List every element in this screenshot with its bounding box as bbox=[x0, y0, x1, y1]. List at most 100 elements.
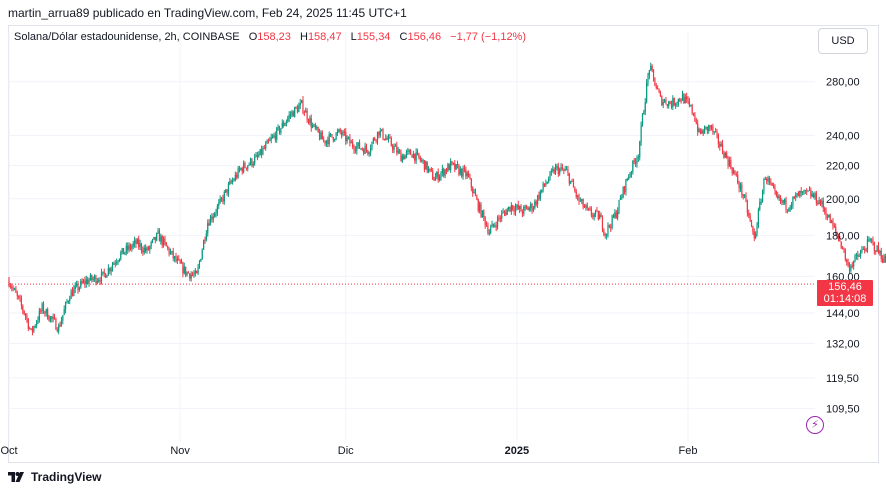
candle-body bbox=[652, 70, 655, 78]
candle-body bbox=[258, 155, 260, 157]
candle-body bbox=[474, 191, 477, 197]
candle-body bbox=[398, 150, 401, 152]
currency-button[interactable]: USD bbox=[818, 28, 868, 54]
candle-body bbox=[583, 207, 586, 209]
candle-body bbox=[536, 195, 539, 205]
candle-body bbox=[851, 265, 853, 267]
candle-body bbox=[695, 121, 697, 124]
candle-body bbox=[822, 200, 824, 209]
candle-body bbox=[495, 225, 497, 228]
candle-body bbox=[367, 150, 369, 154]
candle-body bbox=[788, 209, 790, 211]
candle-body bbox=[458, 165, 460, 175]
y-tick-label: 200,00 bbox=[826, 194, 860, 206]
candle-body bbox=[42, 303, 45, 313]
candles bbox=[8, 62, 886, 336]
candle-body bbox=[810, 190, 812, 197]
candle-body bbox=[857, 254, 859, 257]
open-label: O bbox=[248, 31, 258, 43]
candle-body bbox=[525, 206, 528, 208]
candle-body bbox=[278, 126, 281, 133]
candle-body bbox=[655, 85, 657, 89]
candle-body bbox=[859, 252, 862, 256]
candle-body bbox=[58, 325, 60, 332]
lightning-icon[interactable]: ⚡ bbox=[806, 416, 824, 434]
candle-body bbox=[381, 129, 383, 131]
candle-body bbox=[452, 162, 455, 164]
candle-body bbox=[77, 283, 79, 291]
candle-body bbox=[870, 239, 873, 241]
candle-body bbox=[738, 182, 740, 189]
candle-body bbox=[782, 200, 784, 204]
close-value: 156,46 bbox=[407, 31, 442, 43]
candle-body bbox=[353, 146, 355, 151]
candle-body bbox=[121, 248, 123, 253]
candle-body bbox=[434, 176, 437, 181]
candle-body bbox=[574, 187, 576, 192]
candle-body bbox=[393, 146, 395, 150]
candle-body bbox=[92, 278, 94, 280]
candle-body bbox=[405, 151, 408, 155]
candle-body bbox=[670, 103, 673, 108]
candle-body bbox=[226, 189, 228, 194]
candle-body bbox=[523, 206, 525, 214]
candle-body bbox=[663, 99, 666, 102]
candle-body bbox=[792, 196, 794, 205]
candle-body bbox=[847, 262, 849, 266]
candle-body bbox=[443, 168, 445, 176]
candle-body bbox=[735, 174, 737, 176]
candle-body bbox=[157, 230, 159, 234]
candle-body bbox=[27, 319, 29, 329]
candle-body bbox=[821, 200, 823, 205]
candle-body bbox=[437, 172, 439, 181]
candle-body bbox=[723, 152, 725, 158]
candle-body bbox=[832, 220, 834, 226]
candle-body bbox=[374, 138, 376, 141]
candle-body bbox=[252, 163, 254, 166]
candle-body bbox=[535, 201, 537, 205]
candle-body bbox=[299, 102, 301, 106]
candle-body bbox=[400, 151, 402, 162]
candle-body bbox=[646, 82, 648, 103]
candle-body bbox=[16, 292, 18, 296]
tradingview-footer[interactable]: TradingView bbox=[8, 470, 101, 484]
candle-body bbox=[334, 139, 336, 141]
candle-body bbox=[110, 268, 112, 272]
candle-body bbox=[109, 268, 111, 272]
candle-body bbox=[582, 199, 584, 208]
candle-body bbox=[724, 152, 726, 158]
close-label: C bbox=[399, 31, 408, 43]
candle-body bbox=[784, 199, 786, 204]
candle-body bbox=[630, 171, 633, 174]
candle-body bbox=[694, 115, 696, 122]
candle-body bbox=[56, 329, 58, 332]
candle-body bbox=[91, 275, 93, 280]
candle-body bbox=[445, 169, 448, 172]
candle-body bbox=[665, 99, 667, 105]
candle-body bbox=[440, 172, 442, 177]
candle-body bbox=[648, 70, 650, 76]
candle-body bbox=[394, 145, 397, 147]
candle-body bbox=[427, 168, 430, 172]
candle-body bbox=[346, 137, 348, 142]
candle-body bbox=[687, 98, 689, 102]
candle-body bbox=[8, 280, 10, 287]
candle-body bbox=[259, 149, 261, 156]
candle-body bbox=[872, 240, 874, 243]
candle-body bbox=[691, 105, 693, 114]
candle-body bbox=[585, 205, 587, 208]
candle-body bbox=[161, 236, 163, 246]
candle-body bbox=[517, 204, 519, 210]
candle-body bbox=[675, 104, 677, 106]
candle-body bbox=[236, 174, 238, 178]
candle-body bbox=[300, 100, 303, 103]
candle-body bbox=[349, 137, 351, 144]
candle-body bbox=[697, 123, 699, 133]
candle-body bbox=[572, 181, 575, 188]
candle-body bbox=[768, 177, 771, 182]
candle-body bbox=[481, 210, 483, 217]
candle-body bbox=[459, 168, 461, 175]
candle-body bbox=[571, 180, 573, 182]
candle-body bbox=[451, 161, 453, 163]
